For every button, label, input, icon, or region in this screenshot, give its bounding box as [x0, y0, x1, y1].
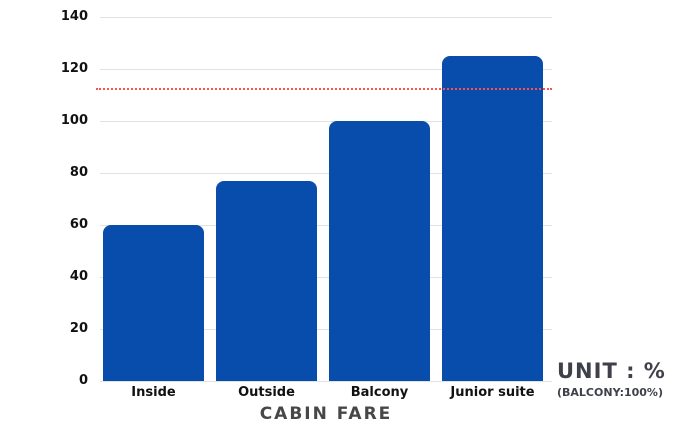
bar-outside	[216, 180, 317, 381]
category-label: Balcony	[350, 385, 409, 400]
y-axis-tick-label: 120	[60, 61, 88, 76]
category-label: Inside	[131, 385, 176, 400]
bar-inside	[103, 225, 204, 381]
y-axis-tick-label: 20	[69, 321, 88, 336]
unit-annotation: UNIT : % (BALCONY:100%)	[557, 359, 700, 399]
y-axis-tick-label: 0	[78, 373, 88, 388]
y-axis-tick-label: 80	[69, 165, 88, 180]
category-label: Outside	[238, 385, 295, 400]
y-axis-tick-label: 140	[60, 9, 88, 24]
gridline	[100, 381, 552, 382]
reference-line	[96, 87, 552, 90]
bar-junior-suite	[442, 56, 543, 381]
bar-balcony	[329, 121, 430, 381]
gridline	[100, 329, 552, 330]
y-axis-tick-label: 40	[69, 269, 88, 284]
category-label: Junior suite	[450, 385, 535, 400]
gridline	[100, 121, 552, 122]
y-axis-tick-label: 60	[69, 217, 88, 232]
gridline	[100, 17, 552, 18]
plot-area	[96, 17, 552, 382]
gridline	[100, 69, 552, 70]
gridline	[100, 277, 552, 278]
gridline	[100, 225, 552, 226]
unit-label: UNIT : %	[557, 359, 666, 383]
y-axis-tick-label: 100	[60, 113, 88, 128]
unit-note: (BALCONY:100%)	[557, 386, 663, 399]
gridline	[100, 173, 552, 174]
chart-title: CABIN FARE	[259, 404, 393, 424]
